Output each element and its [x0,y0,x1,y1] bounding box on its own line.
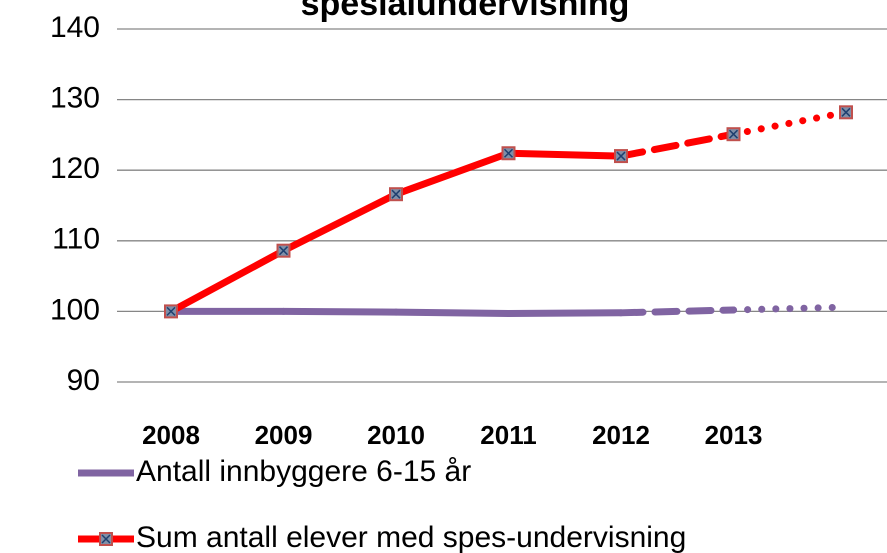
marker [614,149,628,164]
marker [501,146,516,161]
x-tick-label: 2012 [592,420,650,450]
y-tick-label: 100 [50,293,100,326]
line-segment [392,149,512,198]
line-segment [617,306,737,317]
marker [726,127,741,142]
line-segment [617,130,737,160]
legend-marker-cross [101,534,111,544]
legend-label: Sum antall elever med spes-undervisning [136,521,686,553]
x-tick-label: 2013 [705,420,763,450]
marker-cross [841,107,851,117]
y-tick-label: 90 [67,364,100,397]
y-tick-label: 140 [50,11,100,44]
x-tick-label: 2009 [255,420,313,450]
chart-title: spesialundervisning [301,0,630,23]
y-tick-label: 130 [50,82,100,115]
marker-cross [278,246,289,256]
marker [164,304,178,319]
marker-cross [166,306,176,316]
marker [839,105,853,120]
line-segment [505,309,625,318]
line-segment [730,108,850,138]
line-segment [280,190,400,255]
line-segment [730,303,850,314]
marker [276,243,291,258]
line-segment [167,247,287,315]
line-segment [392,308,512,318]
legend-label: Antall innbyggere 6-15 år [136,455,471,488]
line-segment [280,307,400,316]
marker-cross [391,189,401,199]
y-tick-label: 120 [50,152,100,185]
marker-cross [728,129,739,139]
x-tick-label: 2010 [367,420,425,450]
marker-cross [503,148,514,158]
marker-cross [616,151,626,161]
marker [389,187,403,202]
line-segment [505,149,625,160]
x-tick-label: 2011 [480,420,536,450]
y-tick-label: 110 [52,223,100,256]
x-tick-label: 2008 [142,420,200,450]
